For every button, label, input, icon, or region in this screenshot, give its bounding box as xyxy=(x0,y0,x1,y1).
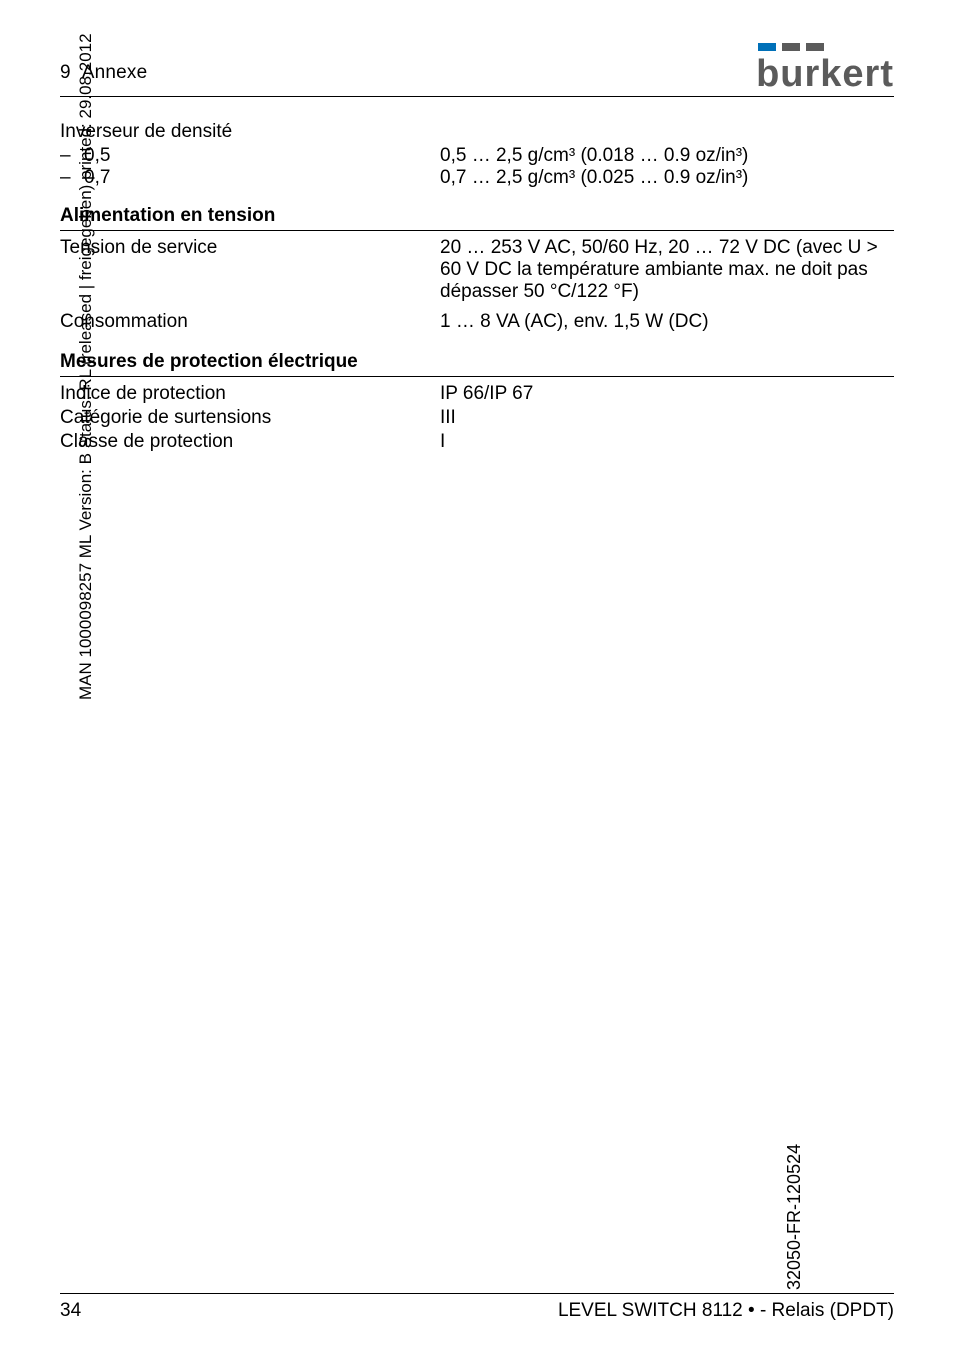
power-value: 1 … 8 VA (AC), env. 1,5 W (DC) xyxy=(440,311,894,333)
power-row: Tension de service 20 … 253 V AC, 50/60 … xyxy=(60,237,894,303)
density-value: 0,5 … 2,5 g/cm³ (0.018 … 0.9 oz/in³) xyxy=(440,145,894,167)
density-row: – 0,5 0,5 … 2,5 g/cm³ (0.018 … 0.9 oz/in… xyxy=(60,145,894,167)
density-title: Inverseur de densité xyxy=(60,121,894,143)
side-label-right: 32050-FR-120524 xyxy=(784,1144,805,1290)
header-section-number: 9 xyxy=(60,62,71,83)
protection-row: Indice de protection IP 66/IP 67 xyxy=(60,383,894,405)
logo-dot-3 xyxy=(806,43,824,51)
page-footer: 34 LEVEL SWITCH 8112 • - Relais (DPDT) xyxy=(60,1293,894,1322)
density-row: – 0,7 0,7 … 2,5 g/cm³ (0.025 … 0.9 oz/in… xyxy=(60,167,894,189)
logo-dot-2 xyxy=(782,43,800,51)
power-key: Consommation xyxy=(60,311,440,333)
header-title: 9 Annexe xyxy=(60,62,147,84)
density-key: 0,7 xyxy=(84,167,440,189)
protection-row: Catégorie de surtensions III xyxy=(60,407,894,429)
power-row: Consommation 1 … 8 VA (AC), env. 1,5 W (… xyxy=(60,311,894,333)
logo-word: burkert xyxy=(756,53,894,96)
content: Inverseur de densité – 0,5 0,5 … 2,5 g/c… xyxy=(60,97,894,453)
side-label-left: MAN 1000098257 ML Version: B Status: RL … xyxy=(76,33,96,700)
protection-key: Indice de protection xyxy=(60,383,440,405)
logo-dot-1 xyxy=(758,43,776,51)
density-value: 0,7 … 2,5 g/cm³ (0.025 … 0.9 oz/in³) xyxy=(440,167,894,189)
power-title: Alimentation en tension xyxy=(60,199,894,231)
protection-key: Classe de protection xyxy=(60,431,440,453)
power-key: Tension de service xyxy=(60,237,440,259)
header-section-title: Annexe xyxy=(82,62,148,83)
page: MAN 1000098257 ML Version: B Status: RL … xyxy=(0,0,954,1354)
density-key: 0,5 xyxy=(84,145,440,167)
protection-value: IP 66/IP 67 xyxy=(440,383,894,405)
protection-value: III xyxy=(440,407,894,429)
brand-logo: burkert xyxy=(756,39,894,96)
logo-dots xyxy=(756,39,894,51)
protection-row: Classe de protection I xyxy=(60,431,894,453)
protection-value: I xyxy=(440,431,894,453)
protection-title: Mesures de protection électrique xyxy=(60,345,894,377)
page-number: 34 xyxy=(60,1300,81,1322)
footer-title: LEVEL SWITCH 8112 • - Relais (DPDT) xyxy=(558,1300,894,1322)
protection-key: Catégorie de surtensions xyxy=(60,407,440,429)
power-value: 20 … 253 V AC, 50/60 Hz, 20 … 72 V DC (a… xyxy=(440,237,894,303)
page-header: 9 Annexe burkert xyxy=(60,0,894,97)
